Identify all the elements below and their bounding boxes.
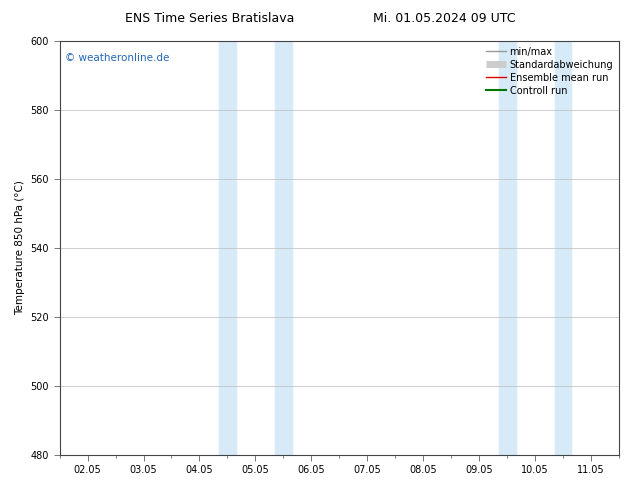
Text: Mi. 01.05.2024 09 UTC: Mi. 01.05.2024 09 UTC xyxy=(373,12,515,25)
Bar xyxy=(275,41,292,455)
Bar xyxy=(219,41,236,455)
Bar xyxy=(555,41,571,455)
Text: ENS Time Series Bratislava: ENS Time Series Bratislava xyxy=(124,12,294,25)
Y-axis label: Temperature 850 hPa (°C): Temperature 850 hPa (°C) xyxy=(15,180,25,315)
Bar xyxy=(499,41,515,455)
Legend: min/max, Standardabweichung, Ensemble mean run, Controll run: min/max, Standardabweichung, Ensemble me… xyxy=(482,43,617,99)
Text: © weatheronline.de: © weatheronline.de xyxy=(65,53,169,64)
